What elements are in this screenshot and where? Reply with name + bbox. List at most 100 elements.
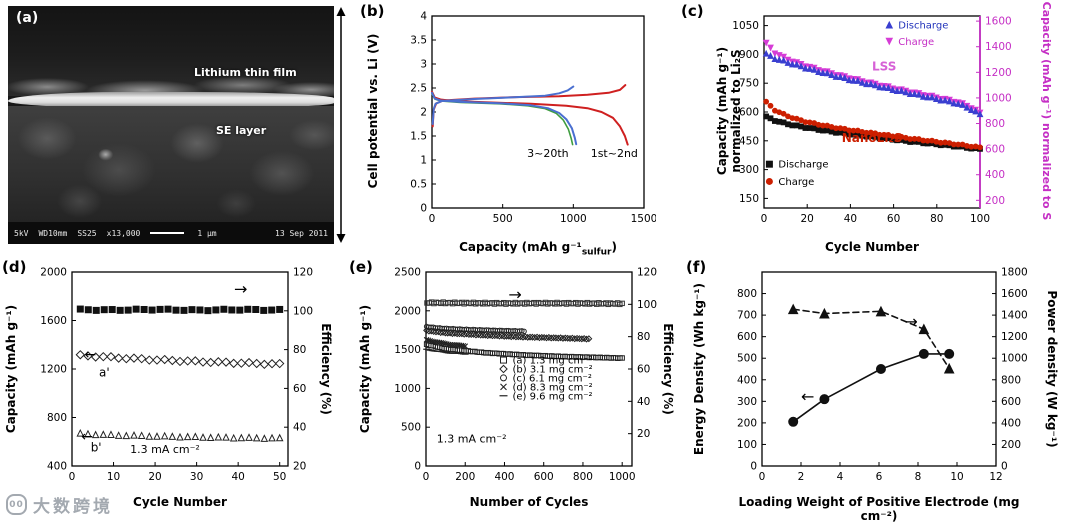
svg-text:20: 20 <box>148 471 161 483</box>
watermark-text: 大数跨境 <box>33 497 113 517</box>
svg-text:80: 80 <box>637 331 650 343</box>
svg-text:80: 80 <box>293 344 306 356</box>
svg-text:40: 40 <box>637 396 650 408</box>
svg-text:a': a' <box>99 365 110 379</box>
svg-text:2.5: 2.5 <box>410 83 427 95</box>
svg-text:1600: 1600 <box>1001 288 1028 300</box>
svg-text:200: 200 <box>455 471 475 483</box>
svg-text:←: ← <box>81 429 93 445</box>
chart-d-ylabel-left: Capacity (mAh g⁻¹) <box>4 304 18 434</box>
svg-text:10: 10 <box>107 471 120 483</box>
svg-text:500: 500 <box>493 213 513 225</box>
svg-text:900: 900 <box>739 49 759 61</box>
svg-text:(c) 6.1 mg cm⁻²: (c) 6.1 mg cm⁻² <box>512 373 591 384</box>
sem-scale-label: 1 µm <box>197 228 217 238</box>
svg-text:1000: 1000 <box>394 383 421 395</box>
svg-text:200: 200 <box>1001 439 1021 451</box>
svg-text:20: 20 <box>801 213 814 225</box>
svg-text:0: 0 <box>420 203 427 215</box>
watermark-logo-icon: 00 <box>6 494 27 515</box>
svg-text:1600: 1600 <box>985 16 1012 28</box>
panel-label-c: (c) <box>681 2 704 20</box>
svg-text:1000: 1000 <box>560 213 587 225</box>
chart-f-canvas: 0 2 4 6 8 10 120100200300400500600700800020040… <box>737 267 1028 484</box>
svg-text:←: ← <box>84 347 96 363</box>
svg-text:4: 4 <box>837 471 844 483</box>
svg-text:10: 10 <box>950 471 963 483</box>
svg-text:1800: 1800 <box>1001 267 1028 279</box>
svg-text:100: 100 <box>737 439 757 451</box>
svg-text:600: 600 <box>739 107 759 119</box>
svg-text:12: 12 <box>989 471 1002 483</box>
chart-d-ylabel-right: Efficiency (%) <box>319 323 333 415</box>
panel-label-a: (a) <box>16 10 39 26</box>
svg-text:450: 450 <box>739 135 759 147</box>
sem-scalebar <box>150 232 185 234</box>
svg-text:20: 20 <box>293 461 306 473</box>
sem-date: 13 Sep 2011 <box>275 228 328 238</box>
svg-text:400: 400 <box>985 169 1005 181</box>
svg-text:300: 300 <box>737 396 757 408</box>
svg-text:100: 100 <box>637 299 657 311</box>
svg-text:(d) 8.3 mg cm⁻²: (d) 8.3 mg cm⁻² <box>512 382 592 393</box>
svg-text:1500: 1500 <box>631 213 656 225</box>
svg-text:1200: 1200 <box>40 364 67 376</box>
sem-ss: SS25 <box>77 228 97 238</box>
svg-text:200: 200 <box>737 417 757 429</box>
svg-text:(a) 1.3 mg cm⁻²: (a) 1.3 mg cm⁻² <box>512 356 592 367</box>
svg-text:0: 0 <box>1001 461 1008 473</box>
svg-text:→: → <box>234 279 247 298</box>
svg-text:800: 800 <box>47 412 67 424</box>
chart-b-xlabel-subscript: sulfur <box>581 247 612 258</box>
svg-text:40: 40 <box>844 213 857 225</box>
svg-text:700: 700 <box>737 310 757 322</box>
svg-text:2: 2 <box>420 107 427 119</box>
svg-text:2000: 2000 <box>394 305 421 317</box>
chart-e-xlabel: Number of Cycles <box>469 495 589 509</box>
svg-text:6: 6 <box>876 471 883 483</box>
svg-text:80: 80 <box>930 213 943 225</box>
svg-text:LSS: LSS <box>872 60 896 74</box>
svg-text:150: 150 <box>739 193 759 205</box>
svg-text:4: 4 <box>420 11 427 23</box>
svg-text:1.3 mA cm⁻²: 1.3 mA cm⁻² <box>437 433 507 446</box>
svg-text:400: 400 <box>737 374 757 386</box>
svg-text:8: 8 <box>915 471 922 483</box>
svg-text:40: 40 <box>231 471 244 483</box>
svg-text:1: 1 <box>420 155 427 167</box>
svg-text:600: 600 <box>985 144 1005 156</box>
panel-label-e: (e) <box>349 258 373 276</box>
sem-se-layer-label: SE layer <box>216 124 267 137</box>
chart-f-ylabel-left: Energy Density (Wh kg⁻¹) <box>692 282 706 456</box>
svg-text:2: 2 <box>798 471 805 483</box>
svg-text:750: 750 <box>739 78 759 90</box>
svg-text:0: 0 <box>761 213 768 225</box>
svg-text:800: 800 <box>737 288 757 300</box>
sem-background-top <box>8 6 334 96</box>
svg-text:3.5: 3.5 <box>410 35 427 47</box>
svg-text:60: 60 <box>887 213 900 225</box>
svg-text:2000: 2000 <box>40 267 67 279</box>
chart-e-canvas: 0 200 400 600 800 1000 0 500 1000 1500 2000 2500 20 4… <box>394 267 657 484</box>
panel-label-d: (d) <box>2 258 27 276</box>
sem-wd: WD10mm <box>38 228 68 238</box>
svg-text:100: 100 <box>970 213 990 225</box>
svg-text:0: 0 <box>69 471 76 483</box>
watermark: 00 大数跨境 <box>6 492 113 517</box>
svg-text:1400: 1400 <box>985 41 1012 53</box>
sem-kv: 5kV <box>14 228 29 238</box>
sem-image: (a) Lithium thin film SE layer 5kV WD10m… <box>8 6 334 244</box>
chart-b-xlabel-main: Capacity (mAh g⁻¹ <box>459 240 582 254</box>
svg-text:400: 400 <box>494 471 514 483</box>
svg-text:1500: 1500 <box>394 344 421 356</box>
svg-text:(b) 3.1 mg cm⁻²: (b) 3.1 mg cm⁻² <box>512 364 592 375</box>
chart-c-canvas: 0 20 40 60 80 100 150 300 450 600 750 900 1050 200 400… <box>732 15 1012 225</box>
chart-f-xlabel: Loading Weight of Positive Electrode (mg… <box>738 495 1020 523</box>
svg-text:0.5: 0.5 <box>410 179 427 191</box>
svg-text:0: 0 <box>429 213 436 225</box>
svg-text:3: 3 <box>420 59 427 71</box>
sem-status-bar: 5kV WD10mm SS25 x13,000 1 µm 13 Sep 2011 <box>8 222 334 244</box>
panel-label-b: (b) <box>360 2 385 20</box>
svg-text:60: 60 <box>637 364 650 376</box>
chart-b-canvas: 0 500 1000 1500 0 0.5 1 1.5 2 2.5 3 3.5 4 3~20th 1st~2… <box>410 11 656 226</box>
